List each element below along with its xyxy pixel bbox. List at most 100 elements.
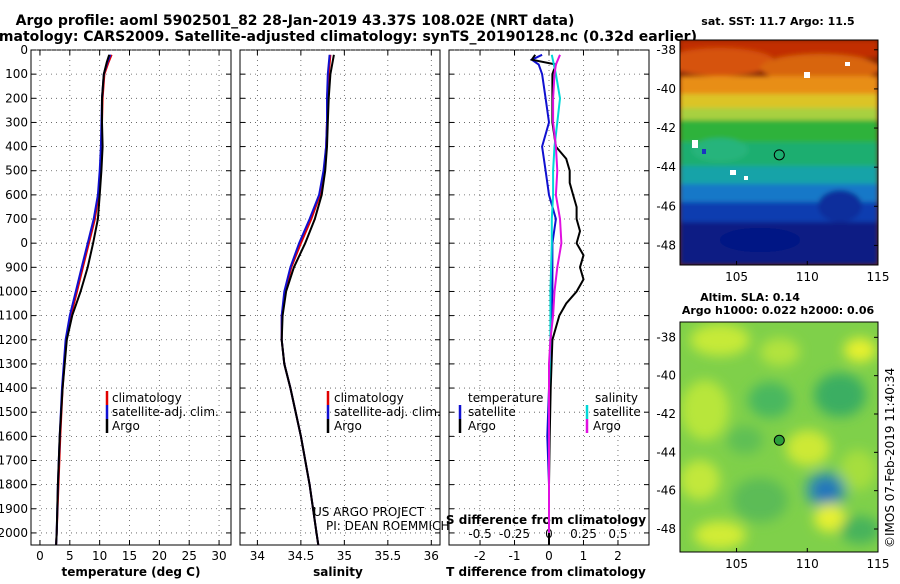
profile-line-climatology — [55, 54, 113, 546]
map-x-tick-label: 105 — [725, 557, 748, 571]
x-tick-label: 2 — [614, 549, 622, 563]
map-y-tick-label: -48 — [656, 238, 676, 252]
legend-climatology: climatology — [112, 391, 182, 405]
depth-tick-label: 100 — [5, 67, 28, 81]
map-x-tick-label: 105 — [725, 270, 748, 284]
depth-tick-label: 2000 — [0, 526, 28, 540]
temperature-grid — [31, 49, 231, 545]
sst-map-axes: 105 110 115 -38 -40 -42 -44 -46 -48 — [656, 43, 889, 284]
x-tick-label: 0 — [36, 549, 44, 563]
salinity-legend: climatology satellite-adj. clim. Argo — [326, 391, 441, 433]
s-difference-x-axis: -0.5 -0.25 0 0.25 0.5 — [468, 527, 627, 541]
profile-line-argo — [55, 54, 111, 546]
map-y-tick-label: -40 — [656, 82, 676, 96]
pi-credit: PI: DEAN ROEMMICH — [326, 519, 449, 533]
difference-legend: temperature satellite Argo salinity sate… — [458, 391, 641, 433]
temperature-legend: climatology satellite-adj. clim. Argo — [105, 391, 219, 433]
temperature-panel-frame — [30, 49, 232, 546]
sst-argo-marker — [773, 149, 785, 161]
s-tick-label: 0.5 — [608, 527, 627, 541]
t-difference-x-label: T difference from climatology — [446, 565, 646, 579]
depth-tick-label: 1500 — [0, 405, 28, 419]
sst-map-title: sat. SST: 11.7 Argo: 11.5 — [701, 15, 854, 28]
map-y-tick-label: -42 — [656, 121, 676, 135]
legend-temperature-title: temperature — [468, 391, 543, 405]
map-y-tick-label: -38 — [656, 43, 676, 57]
x-tick-label: 30 — [211, 549, 226, 563]
depth-tick-label: 1300 — [0, 357, 28, 371]
legend-climatology: climatology — [334, 391, 404, 405]
map-y-tick-label: -40 — [656, 369, 676, 383]
x-tick-label: -1 — [509, 549, 521, 563]
profile-line-argo — [548, 54, 563, 533]
x-tick-label: 1 — [580, 549, 588, 563]
salinity-x-label: salinity — [313, 565, 363, 579]
map-y-tick-label: -42 — [656, 407, 676, 421]
legend-s-argo: Argo — [593, 419, 621, 433]
s-tick-label: -0.5 — [468, 527, 491, 541]
depth-tick-label: 0 — [20, 43, 28, 57]
legend-satellite: satellite-adj. clim. — [334, 405, 441, 419]
map-x-tick-label: 115 — [867, 557, 890, 571]
profile-line-argo — [530, 54, 585, 545]
legend-t-satellite: satellite — [468, 405, 516, 419]
x-tick-label: 25 — [182, 549, 197, 563]
depth-tick-label: 1400 — [0, 381, 28, 395]
profile-line-climatology — [280, 54, 332, 546]
depth-tick-label: 1000 — [0, 284, 28, 298]
x-tick-label: 15 — [122, 549, 137, 563]
x-tick-label: 5 — [66, 549, 74, 563]
legend-argo: Argo — [112, 419, 140, 433]
x-tick-label: 36 — [424, 549, 439, 563]
map-y-tick-label: -48 — [656, 522, 676, 536]
depth-tick-label: 1600 — [0, 429, 28, 443]
map-y-tick-label: -44 — [656, 160, 676, 174]
sla-map-frame — [679, 321, 879, 553]
temperature-x-axis: 0 5 10 15 20 25 30 — [36, 549, 227, 563]
legend-salinity-title: salinity — [595, 391, 638, 405]
legend-t-argo: Argo — [468, 419, 496, 433]
x-tick-label: 35 — [337, 549, 352, 563]
sla-argo-marker — [773, 434, 785, 446]
depth-tick-label: 200 — [5, 91, 28, 105]
salinity-panel-frame — [239, 49, 441, 546]
depth-tick-label: 0 — [20, 236, 28, 250]
project-credit: US ARGO PROJECT — [313, 505, 425, 519]
sst-map-frame — [679, 39, 879, 266]
depth-tick-label: 1900 — [0, 502, 28, 516]
depth-tick-label: 700 — [5, 212, 28, 226]
header-line-2: Climatology: CARS2009. Satellite-adjuste… — [0, 29, 697, 45]
s-tick-label: -0.25 — [499, 527, 530, 541]
depth-axis: 0 100 200 300 400 500 600 700 0 900 1000 1100 1200 13… — [0, 43, 28, 540]
x-tick-label: 34.5 — [288, 549, 315, 563]
x-tick-label: 0 — [545, 549, 553, 563]
imos-stamp: ©IMOS 07-Feb-2019 11:40:34 — [883, 368, 897, 548]
x-tick-label: 35.5 — [374, 549, 401, 563]
sla-map — [680, 322, 878, 552]
map-y-tick-label: -44 — [656, 445, 676, 459]
sla-map-subtitle: Argo h1000: 0.022 h2000: 0.06 — [682, 304, 875, 317]
x-tick-label: 34 — [250, 549, 265, 563]
header-line-1: Argo profile: aoml 5902501_82 28-Jan-201… — [16, 13, 575, 29]
map-y-tick-label: -46 — [656, 199, 676, 213]
x-tick-label: 20 — [152, 549, 167, 563]
map-x-tick-label: 110 — [796, 557, 819, 571]
legend-argo: Argo — [334, 419, 362, 433]
depth-tick-label: 1200 — [0, 333, 28, 347]
depth-tick-label: 1700 — [0, 453, 28, 467]
map-x-tick-label: 110 — [796, 270, 819, 284]
depth-tick-label: 500 — [5, 164, 28, 178]
difference-profiles — [529, 53, 585, 545]
depth-tick-label: 1100 — [0, 309, 28, 323]
map-x-tick-label: 115 — [867, 270, 890, 284]
depth-tick-label: 1800 — [0, 478, 28, 492]
map-y-tick-label: -46 — [656, 484, 676, 498]
sla-map-axes: 105 110 115 -38 -40 -42 -44 -46 -48 — [656, 330, 889, 571]
sla-map-title: Altim. SLA: 0.14 — [700, 291, 800, 304]
depth-tick-label: 600 — [5, 188, 28, 202]
depth-tick-label: 300 — [5, 115, 28, 129]
temperature-x-label: temperature (deg C) — [62, 565, 201, 579]
x-tick-label: 10 — [92, 549, 107, 563]
salinity-grid — [240, 49, 440, 545]
